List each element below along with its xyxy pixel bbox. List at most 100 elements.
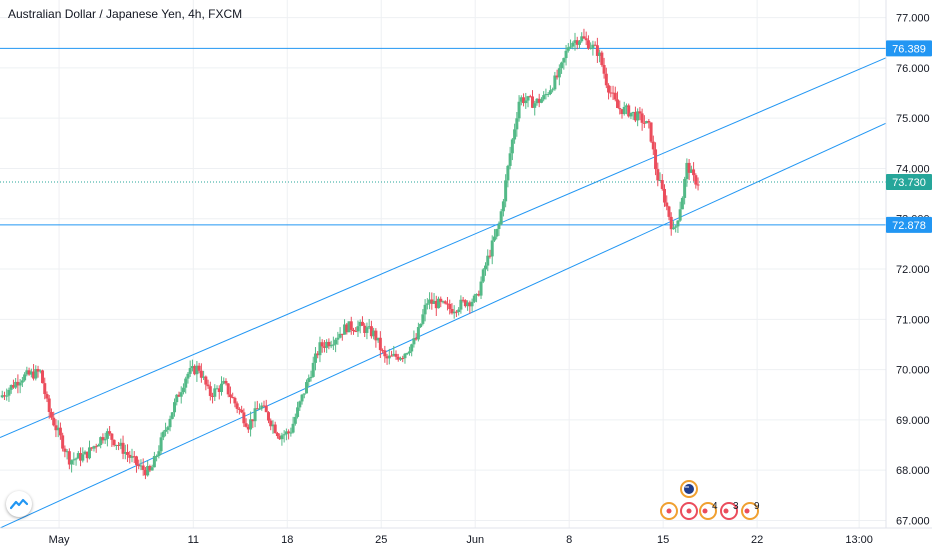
candle[interactable] [376,337,380,343]
candle[interactable] [101,433,105,444]
candle[interactable] [555,69,559,80]
candle[interactable] [296,401,300,419]
candle[interactable] [224,378,228,386]
candle[interactable] [407,346,411,356]
candle[interactable] [566,43,570,53]
candle[interactable] [175,393,179,406]
candle[interactable] [674,225,678,233]
candle[interactable] [390,350,394,357]
candle[interactable] [266,411,270,424]
candle[interactable] [27,367,31,376]
candle[interactable] [616,91,620,109]
candle[interactable] [184,376,188,394]
candle[interactable] [414,333,418,341]
candle[interactable] [123,444,127,460]
candle[interactable] [430,292,434,310]
candle[interactable] [515,112,519,137]
candle[interactable] [249,411,253,437]
candle[interactable] [72,452,76,465]
candle[interactable] [327,338,331,350]
candle[interactable] [412,330,416,348]
candle[interactable] [557,64,561,86]
candle[interactable] [392,345,396,357]
candle[interactable] [575,36,579,50]
candle[interactable] [667,205,671,221]
candle[interactable] [618,100,622,115]
candle[interactable] [161,430,165,441]
candle[interactable] [177,391,181,397]
candle[interactable] [687,159,691,181]
candle[interactable] [445,297,449,311]
candle[interactable] [334,337,338,353]
candle[interactable] [528,94,532,98]
candle[interactable] [539,97,543,104]
candle[interactable] [280,432,284,446]
candle[interactable] [676,220,680,233]
candle[interactable] [627,103,631,118]
candle[interactable] [318,336,322,363]
candle[interactable] [475,293,479,303]
candle[interactable] [580,32,584,43]
candle[interactable] [642,115,646,128]
candle[interactable] [609,85,613,98]
candle[interactable] [584,31,588,46]
candle[interactable] [298,400,302,411]
candle[interactable] [168,415,172,432]
candle[interactable] [282,430,286,443]
candle[interactable] [132,451,136,464]
candle[interactable] [649,122,653,144]
candle[interactable] [562,57,566,70]
candle[interactable] [76,450,80,459]
candle[interactable] [647,119,651,129]
candle[interactable] [656,162,660,187]
candle[interactable] [34,365,38,381]
candle[interactable] [81,447,85,463]
candle[interactable] [499,208,503,226]
candle[interactable] [47,394,51,419]
candle[interactable] [190,359,194,372]
candle[interactable] [349,316,353,335]
candle[interactable] [586,35,590,50]
candle[interactable] [385,353,389,365]
candle[interactable] [689,165,693,173]
candle[interactable] [311,356,315,378]
candle[interactable] [143,466,147,480]
candle[interactable] [251,419,255,428]
candle[interactable] [18,379,22,394]
event-badge[interactable]: 9 [741,501,760,520]
candle[interactable] [273,421,277,434]
candle[interactable] [16,374,20,394]
candle[interactable] [67,448,71,470]
horizontal-lines[interactable] [0,47,886,226]
candle[interactable] [90,446,94,451]
candle[interactable] [159,432,163,455]
candle[interactable] [287,429,291,440]
candle[interactable] [403,352,407,364]
candle[interactable] [665,195,669,211]
candle[interactable] [492,229,496,242]
candle[interactable] [513,123,517,144]
candle[interactable] [195,360,199,382]
candle[interactable] [99,436,103,449]
candle[interactable] [363,323,367,338]
candle[interactable] [372,327,376,340]
candle[interactable] [428,292,432,310]
candle[interactable] [83,450,87,455]
candle[interactable] [454,310,458,318]
candle[interactable] [92,445,96,452]
candle[interactable] [432,293,436,304]
candle[interactable] [25,366,29,377]
candle[interactable] [645,120,649,124]
candle[interactable] [271,420,275,434]
candle[interactable] [291,416,295,434]
candle[interactable] [242,408,246,427]
candle[interactable] [233,396,237,408]
candle[interactable] [463,299,467,308]
candle[interactable] [112,439,116,447]
candle[interactable] [551,87,555,93]
candle[interactable] [188,360,192,377]
candle[interactable] [636,108,640,127]
candle[interactable] [300,394,304,405]
candle[interactable] [506,164,510,188]
